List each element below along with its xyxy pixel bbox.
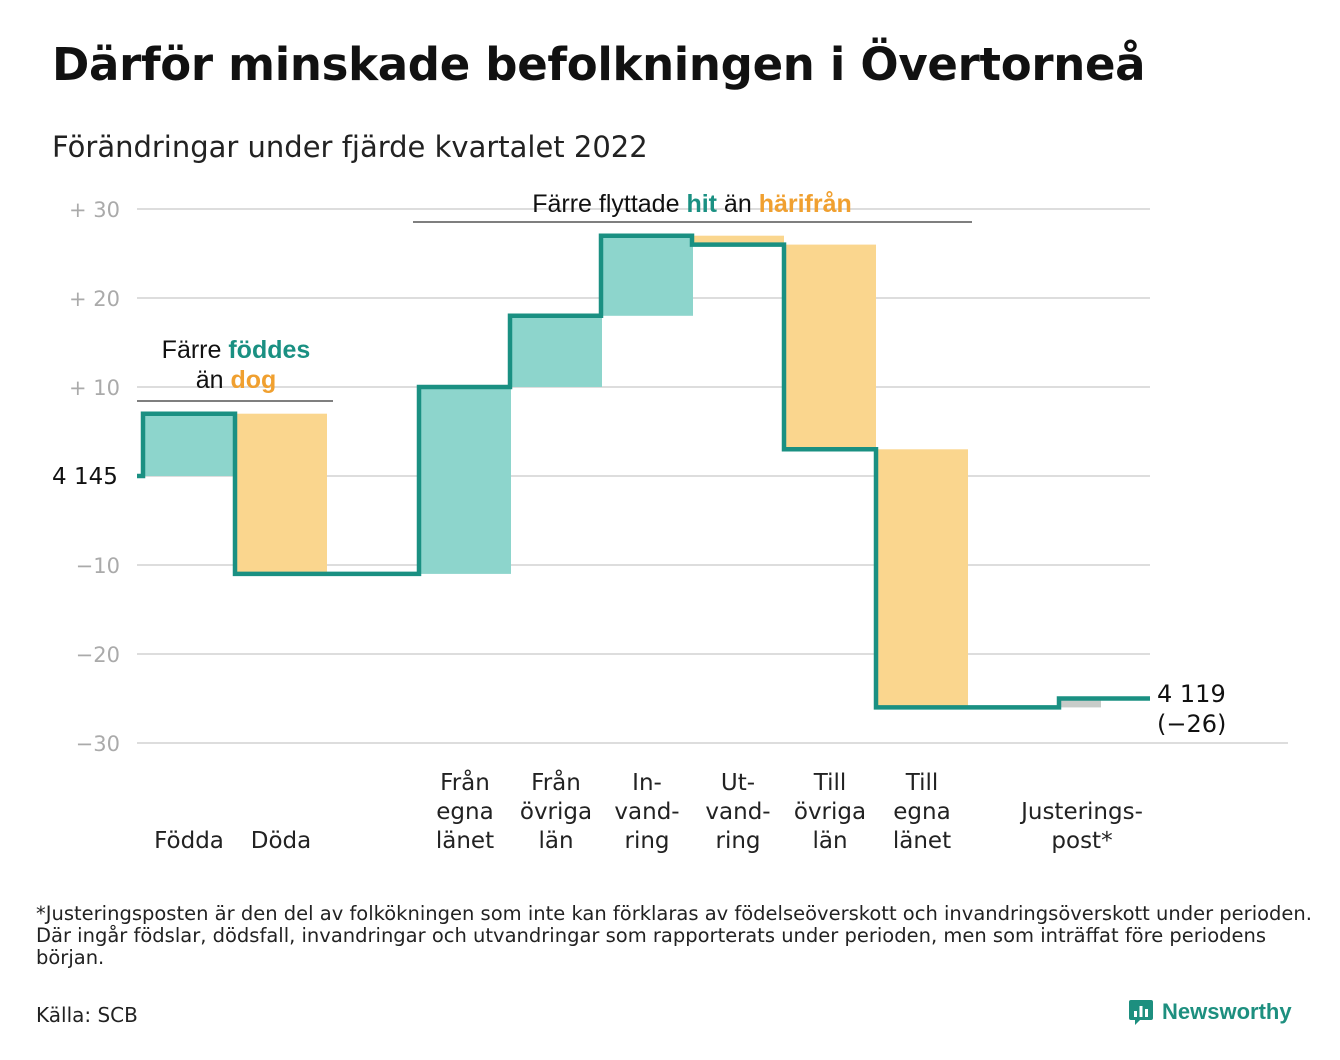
- annotation-span: dog: [230, 366, 276, 394]
- source-note: Källa: SCB: [36, 1003, 138, 1027]
- brand-name: Newsworthy: [1162, 999, 1292, 1024]
- category-label: länet: [436, 828, 494, 854]
- category-label: Justerings-: [1019, 799, 1143, 825]
- footnote: *Justeringsposten är den del av folkökni…: [36, 902, 1312, 969]
- start-value-label: 4 145: [52, 464, 118, 490]
- category-label: egna: [893, 799, 950, 825]
- category-label: vand-: [705, 799, 770, 825]
- category-label: Födda: [154, 828, 224, 854]
- newsworthy-brand: Newsworthy: [1128, 998, 1292, 1026]
- y-tick-label: + 20: [69, 287, 120, 311]
- category-label: vand-: [614, 799, 679, 825]
- bar-inflow: [601, 235, 693, 316]
- end-value-label: (−26): [1157, 710, 1226, 738]
- category-label: länet: [893, 828, 951, 854]
- annotation-births-deaths-line1: Färre föddes: [162, 336, 311, 364]
- y-tick-label: −20: [76, 643, 120, 667]
- newsworthy-logo-icon: [1129, 1000, 1153, 1025]
- y-tick-label: −30: [76, 732, 120, 756]
- chart-subtitle: Förändringar under fjärde kvartalet 2022: [52, 130, 648, 164]
- category-label: ring: [624, 828, 669, 854]
- category-label: Från: [440, 768, 490, 796]
- bar-outflow: [235, 413, 327, 574]
- annotation-births-deaths-line2: än dog: [196, 366, 277, 394]
- category-label: ring: [715, 828, 760, 854]
- category-label: Döda: [251, 828, 311, 854]
- annotation-migration: Färre flyttade hit än härifrån: [532, 190, 852, 218]
- category-label: övriga: [520, 799, 592, 825]
- annotation-span: Färre: [162, 336, 229, 364]
- bar-adjustment: [1059, 698, 1101, 708]
- annotation-span: hit: [686, 190, 717, 218]
- end-value-label: 4 119: [1157, 680, 1226, 708]
- chart-title: Därför minskade befolkningen i Övertorne…: [52, 38, 1146, 91]
- category-label: In-: [632, 770, 662, 796]
- bar-outflow: [876, 449, 968, 708]
- category-label: övriga: [794, 799, 866, 825]
- cumulative-step-line: [137, 233, 1150, 710]
- category-label: egna: [436, 799, 493, 825]
- category-label: län: [812, 828, 847, 854]
- bar-outflow: [692, 235, 784, 245]
- category-label: Till: [905, 770, 939, 796]
- y-tick-label: −10: [76, 554, 120, 578]
- category-label: Till: [813, 770, 847, 796]
- y-tick-label: + 30: [69, 198, 120, 222]
- annotation-span: föddes: [228, 336, 310, 364]
- bar-inflow: [419, 387, 511, 574]
- annotation-span: Färre flyttade: [532, 190, 686, 218]
- bar-inflow: [510, 315, 602, 387]
- annotation-span: än: [717, 190, 759, 218]
- category-label: post*: [1051, 828, 1112, 854]
- bar-outflow: [784, 244, 876, 450]
- annotation-span: härifrån: [759, 190, 852, 218]
- category-label: Från: [531, 768, 581, 796]
- y-tick-label: + 10: [69, 376, 120, 400]
- annotation-span: än: [196, 366, 231, 394]
- bar-inflow: [143, 413, 235, 476]
- category-label: län: [538, 828, 573, 854]
- category-label: Ut-: [721, 770, 755, 796]
